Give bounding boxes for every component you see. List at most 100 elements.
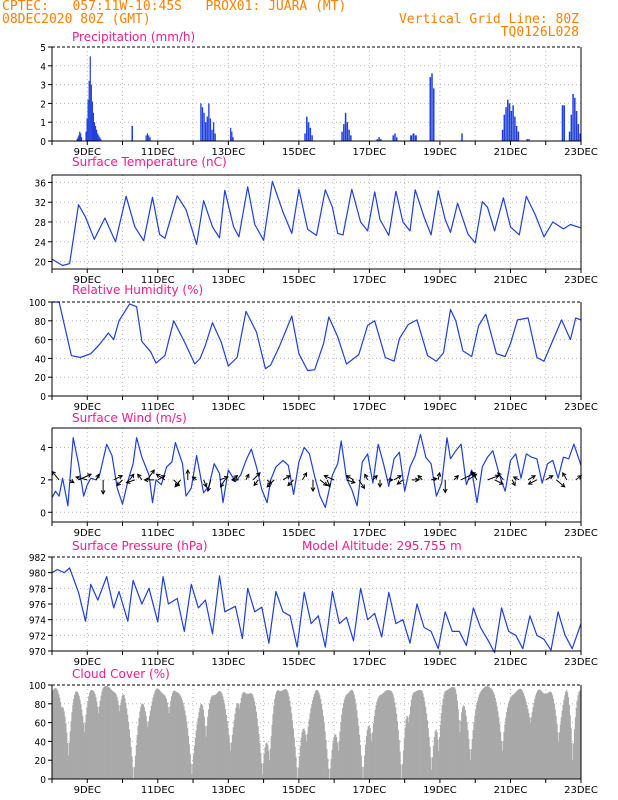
wind-arrow-head: [69, 478, 75, 484]
x-tick-label: 13DEC: [211, 785, 245, 796]
x-tick-label: 17DEC: [353, 402, 387, 413]
cloud-bar: [81, 709, 83, 779]
panel-title: Precipitation (mm/h): [72, 30, 195, 44]
cloud-bar: [441, 704, 443, 779]
cloud-bar: [551, 695, 554, 779]
cloud-bar: [370, 733, 372, 779]
precip-bar: [517, 131, 520, 141]
cloud-bar: [191, 774, 193, 779]
cloud-bar: [294, 746, 296, 779]
cloud-bar: [452, 686, 454, 779]
x-tick-label: 13DEC: [211, 275, 245, 286]
x-tick-label: 19DEC: [423, 402, 457, 413]
cloud-bar: [397, 729, 399, 779]
cloud-bar: [153, 694, 155, 779]
cloud-bar: [389, 690, 391, 779]
cloud-bar: [440, 713, 443, 779]
y-tick-label: 0: [40, 392, 46, 403]
cloud-bar: [517, 689, 519, 779]
cloud-bar: [148, 721, 150, 779]
cloud-bar: [200, 704, 202, 779]
cloud-bar: [392, 694, 394, 779]
wind-arrow-head: [527, 480, 533, 485]
cloud-bar: [304, 730, 306, 779]
y-tick-label: 100: [29, 681, 46, 692]
wind-arrow-head: [511, 481, 516, 487]
cloud-bar: [205, 736, 207, 779]
wind-arrow-head: [350, 479, 356, 484]
cloud-bar: [426, 720, 428, 779]
cloud-bar: [64, 716, 66, 779]
cloud-bar: [126, 714, 129, 779]
wind-arrow-head: [373, 474, 378, 480]
cloud-bar: [425, 713, 428, 779]
cloud-bar: [343, 699, 346, 779]
wind-arrow-head: [203, 482, 208, 488]
cloud-bar: [111, 690, 113, 779]
cloud-bar: [486, 686, 488, 779]
cloud-bar: [275, 691, 278, 779]
cloud-bar: [152, 697, 154, 779]
cloud-bar: [288, 696, 290, 779]
cloud-bar: [346, 694, 348, 779]
cloud-bar: [512, 694, 514, 779]
cloud-bar: [145, 716, 147, 779]
cloud-bar: [568, 705, 570, 779]
cloud-bar: [554, 709, 556, 779]
cloud-bar: [275, 694, 277, 779]
cloud-bar: [361, 766, 363, 779]
cloud-bar: [319, 695, 321, 779]
precip-bar: [92, 112, 95, 141]
cloud-bar: [372, 723, 375, 779]
cloud-bar: [66, 743, 69, 779]
cloud-bar: [406, 715, 408, 779]
cloud-bar: [162, 693, 164, 779]
cloud-bar: [83, 732, 86, 779]
cloud-bar: [409, 706, 412, 779]
cloud-bar: [447, 689, 450, 779]
cloud-bar: [128, 729, 130, 779]
y-tick-label: 974: [29, 616, 46, 627]
precip-bar: [574, 97, 576, 141]
x-tick-label: 13DEC: [211, 402, 245, 413]
y-tick-label: 5: [40, 43, 46, 54]
cloud-bar: [248, 693, 250, 779]
cloud-bar: [326, 749, 328, 779]
wind-arrow-head: [116, 481, 121, 487]
precip-bar: [98, 135, 100, 141]
cloud-bar: [409, 714, 411, 779]
cloud-bar: [158, 689, 160, 779]
panel-annotation: Model Altitude: 295.755 m: [302, 539, 462, 553]
wind-arrow: [75, 476, 88, 481]
cloud-bar: [357, 717, 359, 779]
cloud-bar: [269, 748, 272, 779]
cloud-bar: [545, 693, 548, 779]
wind-arrow: [470, 471, 478, 481]
cloud-bar: [393, 697, 395, 779]
wind-arrow-head: [150, 469, 155, 475]
cloud-bar: [259, 743, 261, 779]
cloud-bar: [71, 712, 73, 779]
cloud-bar: [481, 690, 483, 779]
x-tick-label: 21DEC: [494, 402, 528, 413]
cloud-bar: [410, 699, 413, 779]
cloud-bar: [193, 754, 195, 779]
cloud-bar: [430, 757, 432, 779]
wind-arrow: [78, 473, 92, 481]
cloud-bar: [446, 690, 448, 779]
cloud-bar: [282, 689, 285, 779]
cloud-bar: [215, 694, 217, 779]
cloud-bar: [439, 724, 442, 779]
cloud-bar: [417, 690, 419, 779]
cloud-bar: [245, 693, 247, 779]
wind-arrow-head: [137, 473, 142, 479]
wind-arrow-head: [143, 477, 149, 483]
precip-bar: [89, 56, 91, 141]
cloud-bar: [208, 709, 210, 779]
wind-arrow-head: [323, 481, 328, 487]
cloud-bar: [327, 758, 329, 779]
precip-bar: [309, 127, 312, 141]
wind-arrow: [393, 475, 402, 481]
cloud-bar: [143, 707, 145, 779]
cloud-bar: [297, 767, 300, 779]
